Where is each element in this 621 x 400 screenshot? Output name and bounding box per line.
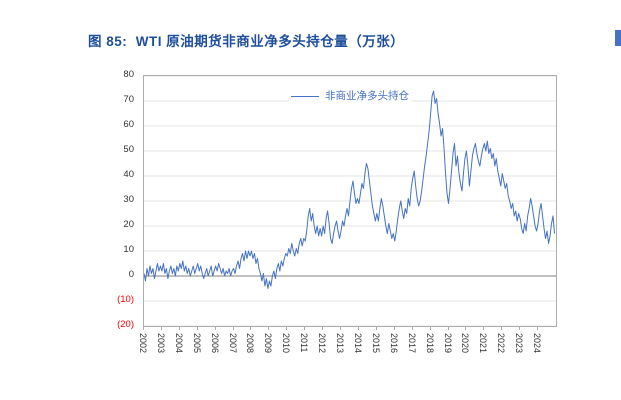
x-tick-label: 2018 xyxy=(424,333,435,354)
x-tick-label: 2004 xyxy=(173,333,184,354)
x-tickmark xyxy=(537,326,539,330)
y-tick-label: 20 xyxy=(123,219,134,230)
x-tick-label: 2024 xyxy=(532,333,543,354)
y-tick-label: (20) xyxy=(117,319,134,330)
x-tick-label: 2021 xyxy=(478,333,489,354)
x-tick-label: 2022 xyxy=(496,333,507,354)
x-tickmark xyxy=(196,326,198,330)
x-tick-label: 2006 xyxy=(209,333,220,354)
x-tick-label: 2023 xyxy=(514,333,525,354)
x-tick-label: 2014 xyxy=(352,333,363,354)
legend-label: 非商业净多头持仓 xyxy=(325,90,409,102)
x-tickmark xyxy=(357,326,359,330)
x-tick-label: 2007 xyxy=(227,333,238,354)
x-tickmark xyxy=(304,326,306,330)
x-tickmark xyxy=(519,326,521,330)
x-tickmark xyxy=(393,326,395,330)
y-axis-labels: 80 70 60 50 40 30 20 10 0 (10) (20) xyxy=(99,69,139,330)
x-tickmark xyxy=(178,326,180,330)
x-tickmark xyxy=(501,326,503,330)
y-tick-label: 40 xyxy=(123,169,134,180)
y-tick-label: 50 xyxy=(123,144,134,155)
plot-area: 非商业净多头持仓 xyxy=(143,75,557,327)
legend: 非商业净多头持仓 xyxy=(289,90,411,102)
x-tickmark xyxy=(214,326,216,330)
x-tickmark xyxy=(465,326,467,330)
x-tickmark xyxy=(429,326,431,330)
x-tick-label: 2011 xyxy=(299,333,310,353)
y-tick-label: 0 xyxy=(128,269,134,280)
x-tickmark xyxy=(447,326,449,330)
y-tick-label: 60 xyxy=(123,119,134,130)
x-tickmark xyxy=(286,326,288,330)
x-tickmark xyxy=(250,326,252,330)
x-tickmark xyxy=(232,326,234,330)
y-tick-label: (10) xyxy=(117,294,134,305)
chart-title: 图 85: WTI 原油期货非商业净多头持仓量（万张） xyxy=(88,34,405,49)
x-tickmark xyxy=(322,326,324,330)
x-tick-label: 2020 xyxy=(460,333,471,354)
x-tick-label: 2003 xyxy=(155,333,166,354)
x-tickmark xyxy=(143,326,144,330)
x-tick-label: 2013 xyxy=(335,333,346,354)
right-edge-marker xyxy=(615,30,621,46)
y-tick-label: 10 xyxy=(123,244,134,255)
series-line xyxy=(144,90,556,289)
x-tickmark xyxy=(375,326,377,330)
x-tickmark xyxy=(340,326,342,330)
x-tickmark xyxy=(483,326,485,330)
x-tick-label: 2002 xyxy=(138,333,148,354)
x-tick-label: 2015 xyxy=(370,333,381,354)
x-tickmark xyxy=(268,326,270,330)
x-tick-label: 2010 xyxy=(281,333,292,354)
x-tick-label: 2008 xyxy=(245,333,256,354)
y-tick-label: 70 xyxy=(123,94,134,105)
x-tick-label: 2012 xyxy=(317,333,328,354)
x-tickmark xyxy=(160,326,162,330)
y-tick-label: 80 xyxy=(123,69,134,80)
legend-line-marker xyxy=(291,95,319,97)
plot-canvas xyxy=(144,76,556,326)
x-tick-label: 2005 xyxy=(191,333,202,354)
x-tickmark xyxy=(411,326,413,330)
x-tick-label: 2016 xyxy=(388,333,399,354)
y-tick-label: 30 xyxy=(123,194,134,205)
x-tick-label: 2017 xyxy=(406,333,417,354)
x-axis-labels: 2002 2003 2004 2005 2006 2007 2008 2009 2010 2011… xyxy=(138,326,557,374)
x-tick-label: 2019 xyxy=(442,333,453,354)
x-tick-label: 2009 xyxy=(263,333,274,354)
